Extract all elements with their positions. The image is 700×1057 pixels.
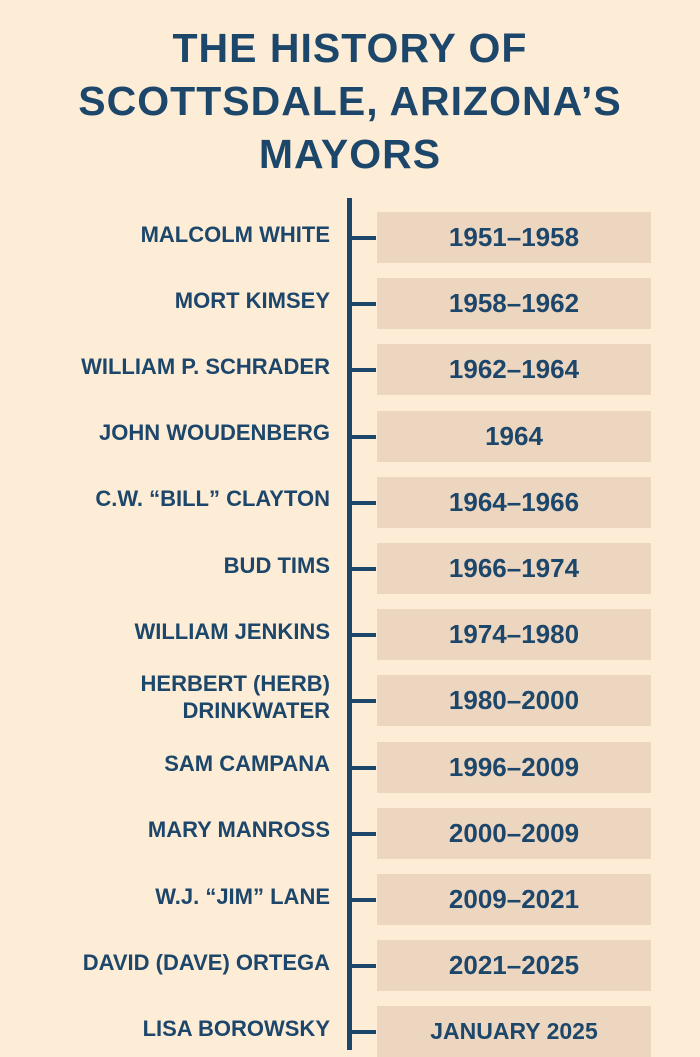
mayor-name: LISA BOROWSKY xyxy=(142,1015,330,1041)
timeline-tick xyxy=(350,765,376,770)
term-box: 1964–1966 xyxy=(377,476,651,528)
mayor-name: WILLIAM JENKINS xyxy=(134,618,330,644)
term-box: 2009–2021 xyxy=(377,874,651,925)
timeline-tick xyxy=(350,500,376,505)
timeline-tick xyxy=(350,1030,376,1035)
timeline-tick xyxy=(350,831,376,836)
term-box: 1974–1980 xyxy=(377,609,651,661)
mayor-name: MARY MANROSS xyxy=(147,817,330,843)
title: THE HISTORY OF SCOTTSDALE, ARIZONA’S MAY… xyxy=(78,25,622,177)
mayor-name: DAVID (DAVE) ORTEGA xyxy=(82,949,330,975)
term-box: 2000–2009 xyxy=(377,807,651,859)
mayor-name: SAM CAMPANA xyxy=(164,751,330,777)
mayor-name: W.J. “JIM” LANE xyxy=(155,883,330,909)
term-box: 1980–2000 xyxy=(377,675,651,727)
timeline-tick xyxy=(350,434,376,439)
term-box: 1951–1958 xyxy=(377,212,651,263)
term-box: 1966–1974 xyxy=(377,543,651,594)
mayor-name: WILLIAM P. SCHRADER xyxy=(81,353,330,379)
term-box: 1996–2009 xyxy=(377,741,651,793)
timeline-tick xyxy=(350,302,376,307)
term-box: 1962–1964 xyxy=(377,344,651,396)
term-box: 1964 xyxy=(377,410,651,462)
timeline-tick xyxy=(350,567,376,571)
mayor-name: MALCOLM WHITE xyxy=(140,221,330,247)
timeline-tick xyxy=(350,699,376,704)
mayor-name: JOHN WOUDENBERG xyxy=(98,420,330,446)
term-box: 1958–1962 xyxy=(377,278,651,330)
mayor-name: MORT KIMSEY xyxy=(174,287,330,313)
mayor-name: BUD TIMS xyxy=(223,552,330,578)
timeline-tick xyxy=(350,368,376,373)
mayor-name: HERBERT (HERB) DRINKWATER xyxy=(140,671,330,724)
timeline-tick xyxy=(350,898,376,902)
timeline-tick xyxy=(350,633,376,638)
timeline-tick xyxy=(350,236,376,240)
term-box: JANUARY 2025 xyxy=(377,1006,651,1057)
timeline-axis xyxy=(347,198,352,1050)
timeline-tick xyxy=(350,964,376,969)
mayor-name: C.W. “BILL” CLAYTON xyxy=(95,486,330,512)
term-box: 2021–2025 xyxy=(377,940,651,992)
